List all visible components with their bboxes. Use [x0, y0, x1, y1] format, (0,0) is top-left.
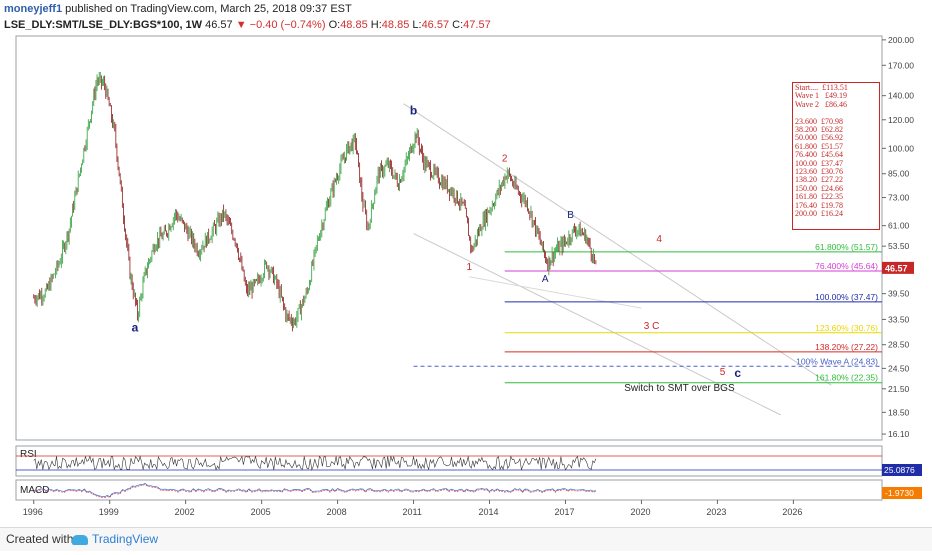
low-label: L:: [412, 19, 422, 31]
macd-value-tag: [882, 487, 922, 499]
fib-level-label: 123.60% (30.76): [815, 323, 878, 333]
fib-info-row: 138.20 £27.22: [795, 175, 843, 185]
x-tick-label: 1996: [23, 507, 43, 517]
close-value: 47.57: [463, 19, 491, 31]
macd-line: [33, 483, 596, 498]
x-tick-label: 1999: [99, 507, 119, 517]
price-tick-label: 61.00: [888, 221, 910, 231]
tradingview-brand: TradingView: [92, 532, 159, 546]
fib-info-row: Start.... £113.51: [795, 83, 848, 92]
rsi-pane-frame: [15, 445, 883, 477]
x-tick-label: 2026: [782, 507, 802, 517]
price-tick-label: 21.50: [888, 384, 910, 394]
fib-info-box[interactable]: Start.... £113.51 Wave 1 £49.19 Wave 2 £86…: [792, 82, 880, 230]
rsi-value-tag: [882, 464, 922, 476]
fib-level-label: 61.800% (51.57): [815, 242, 878, 252]
wave-label: 2: [502, 153, 508, 164]
wave-label: B: [567, 210, 574, 221]
price-tick-label: 100.00: [888, 143, 914, 153]
price-tick-label: 170.00: [888, 60, 914, 70]
low-value: 46.57: [421, 19, 450, 31]
x-tick-label: 2020: [630, 507, 650, 517]
price-tick-label: 53.50: [888, 241, 910, 251]
symbol-header: LSE_DLY:SMT/LSE_DLY:BGS*100, 1W 46.57 ▼ …: [4, 18, 491, 32]
fib-info-row: Wave 1 £49.19: [795, 91, 848, 101]
fib-info-row: 150.00 £24.66: [795, 183, 843, 193]
x-tick-label: 2011: [403, 507, 422, 517]
publish-header: moneyjeff1 published on TradingView.com,…: [4, 2, 352, 16]
fib-info-row: 176.40 £19.78: [795, 200, 843, 210]
price-tick-label: 39.50: [888, 289, 910, 299]
symbol-name: LSE_DLY:SMT/LSE_DLY:BGS*100, 1W: [4, 19, 203, 31]
x-tick-label: 2008: [327, 507, 347, 517]
footer: Created with TradingView: [0, 527, 932, 551]
price-tick-label: 120.00: [888, 115, 914, 125]
fib-info-row: 100.00 £37.47: [795, 158, 843, 168]
price-pane-frame: [15, 35, 883, 441]
high-value: 48.85: [381, 19, 410, 31]
x-tick-label: 2005: [251, 507, 271, 517]
channel-mid-line: [469, 276, 642, 309]
macd-value-label: -1.9730: [885, 488, 914, 498]
price-tick-label: 140.00: [888, 91, 914, 101]
wave-label: A: [542, 274, 549, 285]
price-tick-label: 28.50: [888, 340, 910, 350]
x-tick-label: 2023: [706, 507, 726, 517]
wave-label: a: [132, 321, 139, 335]
fib-info-row: 161.80 £22.35: [795, 192, 843, 202]
high-label: H:: [370, 19, 382, 31]
switch-annotation: Switch to SMT over BGS: [624, 383, 735, 394]
wave-label: 5: [720, 367, 726, 378]
macd-signal-line: [33, 484, 596, 499]
x-tick-label: 2002: [175, 507, 195, 517]
fib-info-row: 38.200 £62.82: [795, 125, 843, 135]
fib-info-row: 23.600 £70.98: [795, 116, 843, 126]
last-price-tag: [882, 261, 914, 274]
fib-info-row: 61.800 £51.57: [795, 141, 843, 151]
rsi-line: [33, 455, 597, 472]
channel-lower-line: [413, 233, 781, 416]
open-label: O:: [328, 19, 341, 31]
fib-info-row: 76.400 £45.64: [795, 150, 843, 160]
tradingview-logo-icon: [72, 534, 88, 545]
price-tick-label: 33.50: [888, 314, 910, 324]
fib-info-row: 200.00 £16.24: [795, 209, 843, 219]
last-price-tag-label: 46.57: [885, 263, 908, 273]
fib-level-label: 100% Wave A (24.83): [796, 356, 878, 366]
fib-level-label: 76.400% (45.64): [815, 261, 878, 271]
fib-info-row: 123.60 £30.76: [795, 167, 843, 177]
wave-label: 3 C: [644, 321, 660, 332]
tradingview-link[interactable]: TradingView: [72, 528, 158, 551]
open-value: 48.85: [340, 19, 368, 31]
x-tick-label: 2017: [554, 507, 574, 517]
fib-level-label: 138.20% (27.22): [815, 342, 878, 352]
wave-label: 4: [656, 234, 662, 245]
rsi-value-label: 25.0876: [884, 465, 915, 475]
author-name[interactable]: moneyjeff1: [4, 3, 63, 15]
channel-upper-line: [403, 103, 832, 386]
published-text: published on TradingView.com, March 25, …: [65, 3, 352, 15]
price-tick-label: 73.00: [888, 193, 910, 203]
price-tick-label: 85.00: [888, 169, 910, 179]
last-price: 46.57: [205, 19, 233, 31]
x-tick-label: 2014: [479, 507, 499, 517]
wave-label: 1: [466, 262, 472, 273]
created-with-text: Created with: [6, 532, 74, 546]
wave-label: b: [410, 104, 417, 118]
fib-level-label: 161.80% (22.35): [815, 373, 878, 383]
macd-pane-frame: [15, 479, 883, 501]
fib-info-row: Wave 2 £86.46: [795, 99, 848, 109]
price-tick-label: 200.00: [888, 35, 914, 45]
price-tick-label: 16.10: [888, 429, 910, 439]
fib-level-label: 100.00% (37.47): [815, 292, 878, 302]
close-label: C:: [452, 19, 464, 31]
rsi-label: RSI: [20, 449, 37, 460]
fib-info-row: 50.000 £56.92: [795, 133, 843, 143]
price-tick-label: 18.50: [888, 407, 910, 417]
price-tick-label: 24.50: [888, 363, 910, 373]
price-change: ▼ −0.40 (−0.74%): [235, 19, 326, 31]
wave-label: c: [734, 366, 741, 380]
